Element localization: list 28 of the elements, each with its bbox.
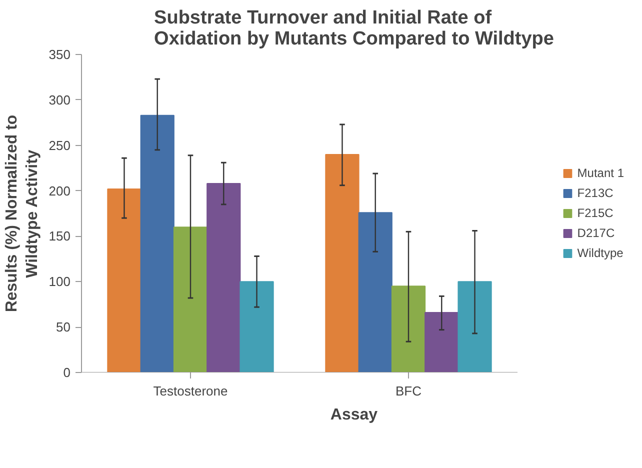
y-tick-label: 300	[48, 92, 71, 108]
bar	[240, 281, 274, 372]
legend-label: F215C	[577, 206, 614, 220]
legend-label: D217C	[577, 226, 615, 240]
x-tick-label: Testosterone	[153, 384, 228, 398]
bar	[173, 226, 208, 372]
y-tick-label: 150	[48, 228, 71, 244]
y-tick-label: 0	[63, 365, 71, 380]
legend-label: Mutant 1	[577, 166, 624, 180]
bar	[358, 212, 392, 372]
y-axis-title: Results (%) Normalized to Wildtype Activity	[3, 114, 41, 312]
legend-label: F213C	[577, 186, 614, 200]
y-tick-label: 100	[48, 274, 71, 290]
chart-title: Substrate Turnover and Initial Rate of Oxidation by Mutants Compared to Wildtype	[154, 8, 554, 50]
bar	[107, 188, 142, 372]
bar	[206, 183, 241, 372]
bar	[424, 312, 459, 372]
y-tick-label: 350	[48, 47, 71, 62]
bar	[140, 114, 174, 372]
legend-label: Wildtype	[577, 246, 624, 260]
y-tick-label: 250	[48, 138, 71, 153]
x-axis-title: Assay	[330, 406, 378, 424]
y-tick-label: 200	[48, 183, 71, 198]
y-tick-label: 50	[56, 320, 71, 335]
bar	[325, 154, 360, 372]
bar	[458, 281, 492, 372]
x-tick-label: BFC	[396, 384, 422, 398]
bar	[391, 286, 426, 372]
